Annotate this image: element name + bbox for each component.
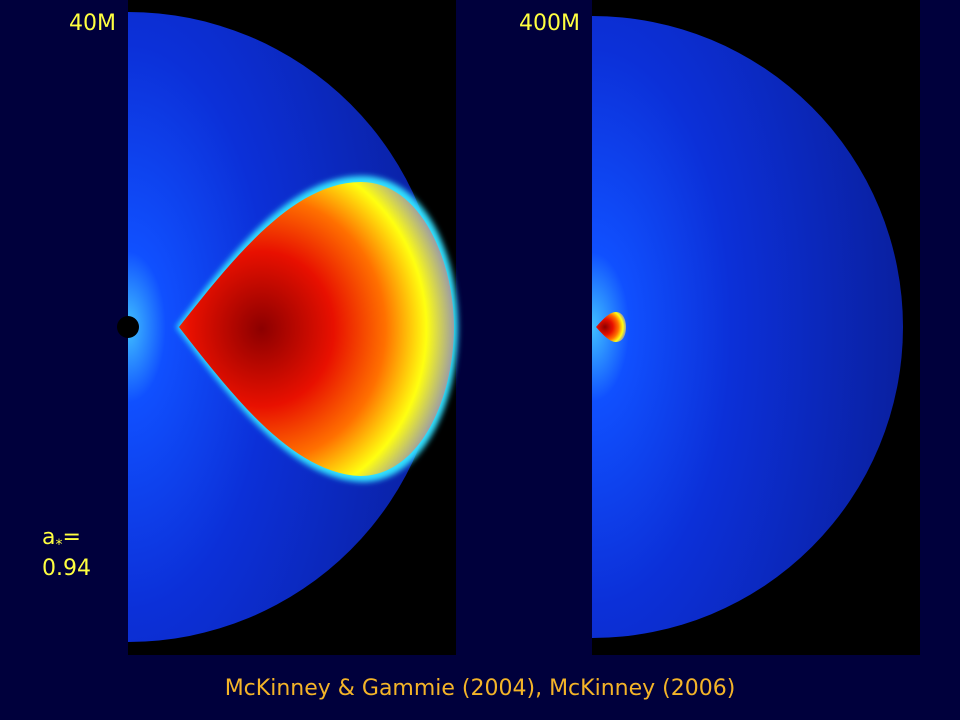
black-hole: [117, 316, 139, 338]
spin-sign: =: [62, 525, 80, 550]
citation: McKinney & Gammie (2004), McKinney (2006…: [225, 676, 736, 701]
spin-label: a*=: [42, 525, 81, 553]
spin-value: 0.94: [42, 556, 91, 581]
torus: [179, 181, 454, 476]
panel-label: 40M: [69, 11, 116, 36]
torus: [596, 312, 626, 342]
disk: [592, 16, 903, 638]
panel-right: [592, 0, 920, 655]
panel-left: [117, 0, 458, 655]
spin-name: a: [42, 525, 55, 550]
panel-label: 400M: [519, 11, 580, 36]
spin-subscript: *: [55, 537, 62, 553]
